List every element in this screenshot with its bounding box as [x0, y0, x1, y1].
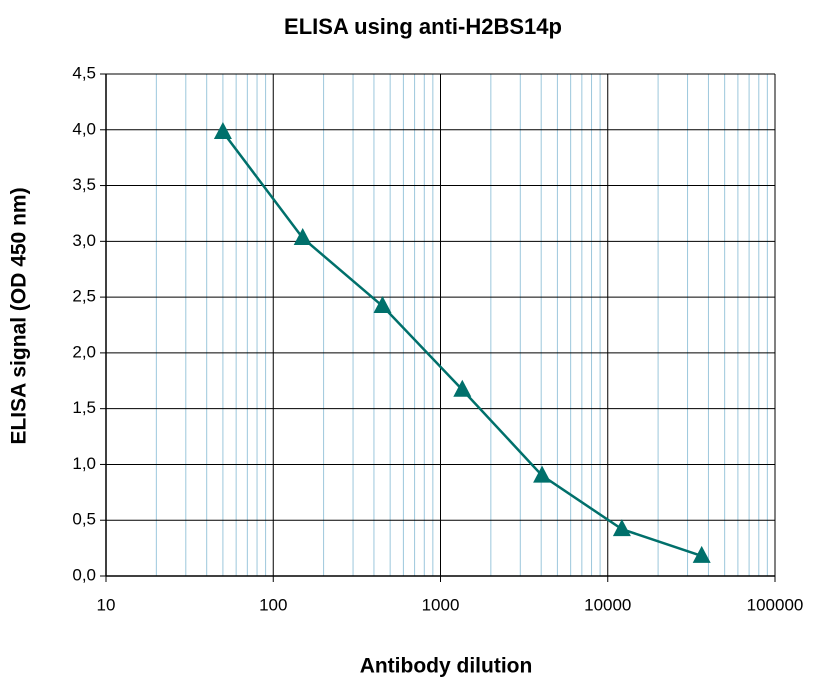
marker [373, 296, 392, 314]
marker [612, 519, 631, 537]
x-tick-label: 100000 [747, 595, 804, 614]
chart-title: ELISA using anti-H2BS14p [284, 14, 562, 39]
y-tick-label: 4,5 [72, 63, 96, 82]
y-tick-label: 4,0 [72, 119, 96, 138]
x-axis-title: Antibody dilution [360, 655, 533, 678]
y-tick-label: 2,5 [72, 287, 96, 306]
y-tick-label: 3,0 [72, 231, 96, 250]
marker [453, 379, 472, 397]
y-tick-label: 2,0 [72, 342, 96, 361]
marker [213, 122, 232, 140]
marker [533, 465, 552, 483]
y-tick-label: 1,0 [72, 454, 96, 473]
x-tick-label: 1000 [422, 595, 460, 614]
y-tick-label: 1,5 [72, 398, 96, 417]
marker [293, 227, 312, 245]
y-tick-label: 0,5 [72, 510, 96, 529]
y-axis-title: ELISA signal (OD 450 nm) [8, 187, 31, 444]
x-tick-label: 10000 [584, 595, 631, 614]
marker [692, 545, 711, 563]
y-tick-label: 3,5 [72, 175, 96, 194]
x-tick-label: 100 [259, 595, 287, 614]
x-tick-label: 10 [97, 595, 116, 614]
y-tick-label: 0,0 [72, 565, 96, 584]
